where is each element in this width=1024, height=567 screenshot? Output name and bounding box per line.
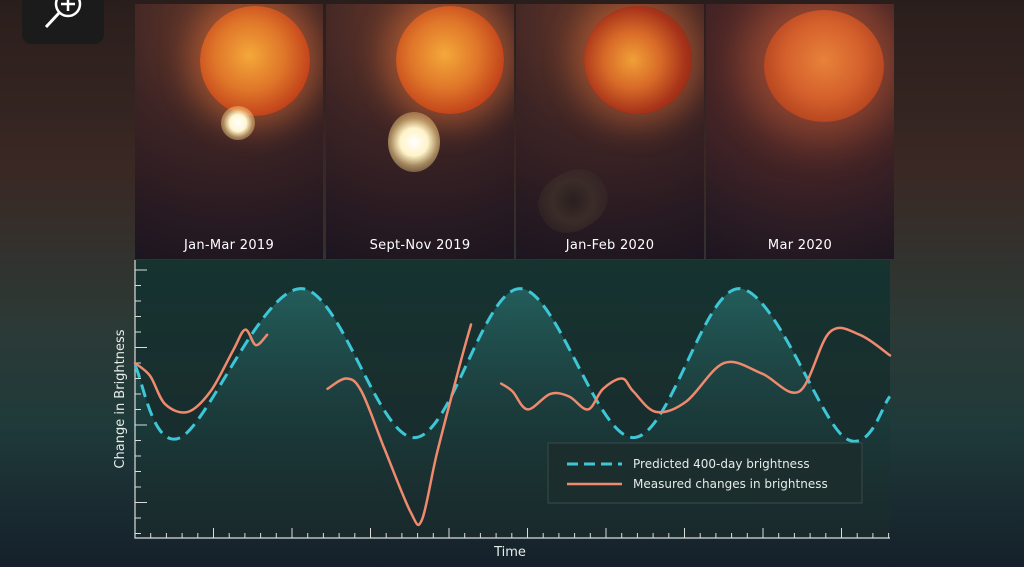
panel-caption: Jan-Feb 2020 [565,238,655,253]
series-line-measured-segment-3 [499,326,892,414]
star-disk [764,10,884,122]
x-axis-label: Time [493,545,526,560]
image-panel-mar-2020: Mar 2020 [706,4,894,259]
zoom-button[interactable] [22,0,104,44]
axes [134,260,890,539]
legend: Predicted 400-day brightness Measured ch… [547,442,863,504]
zoom-in-icon [44,0,82,29]
legend-label-measured: Measured changes in brightness [633,477,828,491]
hot-spot [388,112,440,172]
image-panel-sept-nov-2019: Sept-Nov 2019 [326,4,514,259]
series-line-measured-segment-2 [326,323,473,527]
series-layer [133,287,892,527]
image-panel-jan-mar-2019: Jan-Mar 2019 [135,4,323,259]
star-disk [200,6,310,116]
legend-label-predicted: Predicted 400-day brightness [633,457,810,471]
legend-box [547,442,863,504]
hot-spot [221,106,255,140]
series-line-predicted [133,287,892,443]
panel-caption: Sept-Nov 2019 [369,238,471,253]
panel-caption: Jan-Mar 2019 [183,238,275,253]
star-disk [396,6,504,114]
y-axis-label: Change in Brightness [113,329,128,468]
series-line-measured-segment-1 [133,328,269,414]
star-disk [584,6,692,114]
panel-caption: Mar 2020 [767,238,833,253]
image-panel-jan-feb-2020: Jan-Feb 2020 [516,4,704,259]
